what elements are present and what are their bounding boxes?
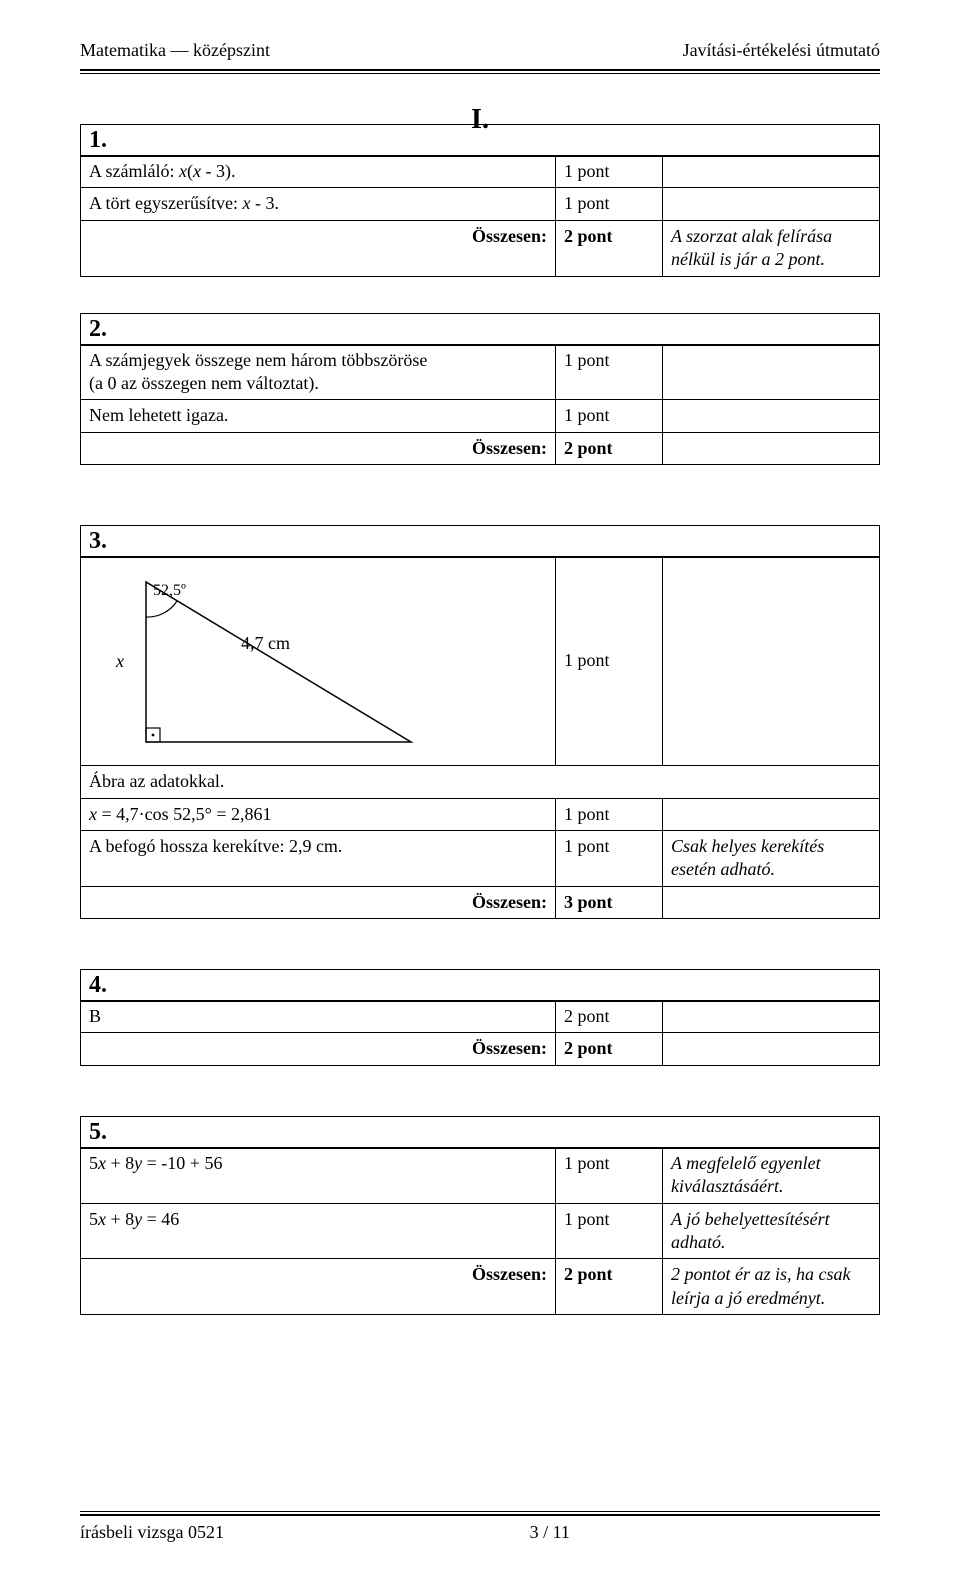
note-cell bbox=[663, 344, 880, 400]
table-row: B 2 pont bbox=[81, 1001, 880, 1033]
figure-caption: Ábra az adatokkal. bbox=[81, 766, 880, 798]
table-row: A tört egyszerűsítve: x - 3. 1 pont bbox=[81, 188, 880, 220]
page-header: Matematika — középszint Javítási-értékel… bbox=[80, 40, 880, 65]
figure-cell: 52,5º 4,7 cm x bbox=[81, 557, 556, 766]
table-row-sum: Összesen: 2 pont 2 pontot ér az is, ha c… bbox=[81, 1259, 880, 1315]
table-row: Ábra az adatokkal. bbox=[81, 766, 880, 798]
desc-cell: 5x + 8y = -10 + 56 bbox=[81, 1147, 556, 1203]
triangle-diagram: 52,5º 4,7 cm x bbox=[91, 567, 431, 757]
desc-cell: x = 4,7·cos 52,5° = 2,861 bbox=[81, 798, 556, 830]
table-row: 5x + 8y = 46 1 pont A jó behelyettesítés… bbox=[81, 1203, 880, 1259]
problem-4-table: B 2 pont Összesen: 2 pont bbox=[80, 1000, 880, 1066]
sum-label: Összesen: bbox=[81, 1033, 556, 1065]
sum-note bbox=[663, 1033, 880, 1065]
problem-5-table: 5x + 8y = -10 + 56 1 pont A megfelelő eg… bbox=[80, 1147, 880, 1315]
sum-label: Összesen: bbox=[81, 886, 556, 918]
table-row: x = 4,7·cos 52,5° = 2,861 1 pont bbox=[81, 798, 880, 830]
sum-label: Összesen: bbox=[81, 1259, 556, 1315]
header-right: Javítási-értékelési útmutató bbox=[683, 40, 880, 61]
sum-note bbox=[663, 432, 880, 464]
points-cell: 2 pont bbox=[556, 1001, 663, 1033]
note-cell: A jó behelyettesítésért adható. bbox=[663, 1203, 880, 1259]
sum-points: 3 pont bbox=[556, 886, 663, 918]
sum-points: 2 pont bbox=[556, 432, 663, 464]
points-cell: 1 pont bbox=[556, 344, 663, 400]
sum-points: 2 pont bbox=[556, 1033, 663, 1065]
table-row-sum: Összesen: 2 pont bbox=[81, 1033, 880, 1065]
desc-cell: B bbox=[81, 1001, 556, 1033]
points-cell: 1 pont bbox=[556, 830, 663, 886]
sum-label: Összesen: bbox=[81, 220, 556, 276]
problem-5-number: 5. bbox=[80, 1116, 880, 1149]
table-row-figure: 52,5º 4,7 cm x 1 pont bbox=[81, 557, 880, 766]
problem-2-number: 2. bbox=[80, 313, 880, 346]
points-cell: 1 pont bbox=[556, 156, 663, 188]
desc-cell: A tört egyszerűsítve: x - 3. bbox=[81, 188, 556, 220]
sum-points: 2 pont bbox=[556, 220, 663, 276]
header-left: Matematika — középszint bbox=[80, 40, 270, 61]
note-cell bbox=[663, 1001, 880, 1033]
points-cell: 1 pont bbox=[556, 188, 663, 220]
note-cell bbox=[663, 400, 880, 432]
desc-cell: Nem lehetett igaza. bbox=[81, 400, 556, 432]
angle-label: 52,5º bbox=[153, 582, 186, 599]
header-rule-thick bbox=[80, 69, 880, 71]
footer-rule-thin bbox=[80, 1511, 880, 1512]
table-row: 5x + 8y = -10 + 56 1 pont A megfelelő eg… bbox=[81, 1147, 880, 1203]
problem-4-number: 4. bbox=[80, 969, 880, 1002]
hypotenuse-label: 4,7 cm bbox=[241, 633, 290, 653]
footer-center: 3 / 11 bbox=[530, 1522, 570, 1543]
note-cell bbox=[663, 557, 880, 766]
points-cell: 1 pont bbox=[556, 400, 663, 432]
problem-1-table: A számláló: x(x - 3). 1 pont A tört egys… bbox=[80, 155, 880, 277]
page-footer: írásbeli vizsga 0521 3 / 11 bbox=[80, 1511, 880, 1543]
desc-cell: A számjegyek összege nem három többszörö… bbox=[81, 344, 556, 400]
table-row-sum: Összesen: 2 pont bbox=[81, 432, 880, 464]
points-cell: 1 pont bbox=[556, 798, 663, 830]
x-label: x bbox=[115, 651, 124, 671]
table-row: A számláló: x(x - 3). 1 pont bbox=[81, 156, 880, 188]
page: Matematika — középszint Javítási-értékel… bbox=[0, 0, 960, 1583]
sum-note: 2 pontot ér az is, ha csak leírja a jó e… bbox=[663, 1259, 880, 1315]
problem-3-table: 52,5º 4,7 cm x 1 pont Ábra az adatokkal.… bbox=[80, 556, 880, 919]
desc-cell: A számláló: x(x - 3). bbox=[81, 156, 556, 188]
sum-points: 2 pont bbox=[556, 1259, 663, 1315]
points-cell: 1 pont bbox=[556, 557, 663, 766]
footer-right bbox=[876, 1522, 881, 1543]
table-row-sum: Összesen: 2 pont A szorzat alak felírása… bbox=[81, 220, 880, 276]
footer-rule-thick bbox=[80, 1514, 880, 1516]
note-cell: Csak helyes kerekítés esetén adható. bbox=[663, 830, 880, 886]
sum-label: Összesen: bbox=[81, 432, 556, 464]
desc-cell: 5x + 8y = 46 bbox=[81, 1203, 556, 1259]
problem-3-number: 3. bbox=[80, 525, 880, 558]
desc-cell: A befogó hossza kerekítve: 2,9 cm. bbox=[81, 830, 556, 886]
table-row: A befogó hossza kerekítve: 2,9 cm. 1 pon… bbox=[81, 830, 880, 886]
sum-note bbox=[663, 886, 880, 918]
points-cell: 1 pont bbox=[556, 1147, 663, 1203]
points-cell: 1 pont bbox=[556, 1203, 663, 1259]
problem-2-table: A számjegyek összege nem három többszörö… bbox=[80, 344, 880, 466]
note-cell bbox=[663, 798, 880, 830]
table-row-sum: Összesen: 3 pont bbox=[81, 886, 880, 918]
footer-left: írásbeli vizsga 0521 bbox=[80, 1522, 224, 1543]
note-cell bbox=[663, 188, 880, 220]
header-rule-thin bbox=[80, 73, 880, 74]
sum-note: A szorzat alak felírása nélkül is jár a … bbox=[663, 220, 880, 276]
note-cell bbox=[663, 156, 880, 188]
table-row: Nem lehetett igaza. 1 pont bbox=[81, 400, 880, 432]
note-cell: A megfelelő egyenlet kiválasztásáért. bbox=[663, 1147, 880, 1203]
table-row: A számjegyek összege nem három többszörö… bbox=[81, 344, 880, 400]
